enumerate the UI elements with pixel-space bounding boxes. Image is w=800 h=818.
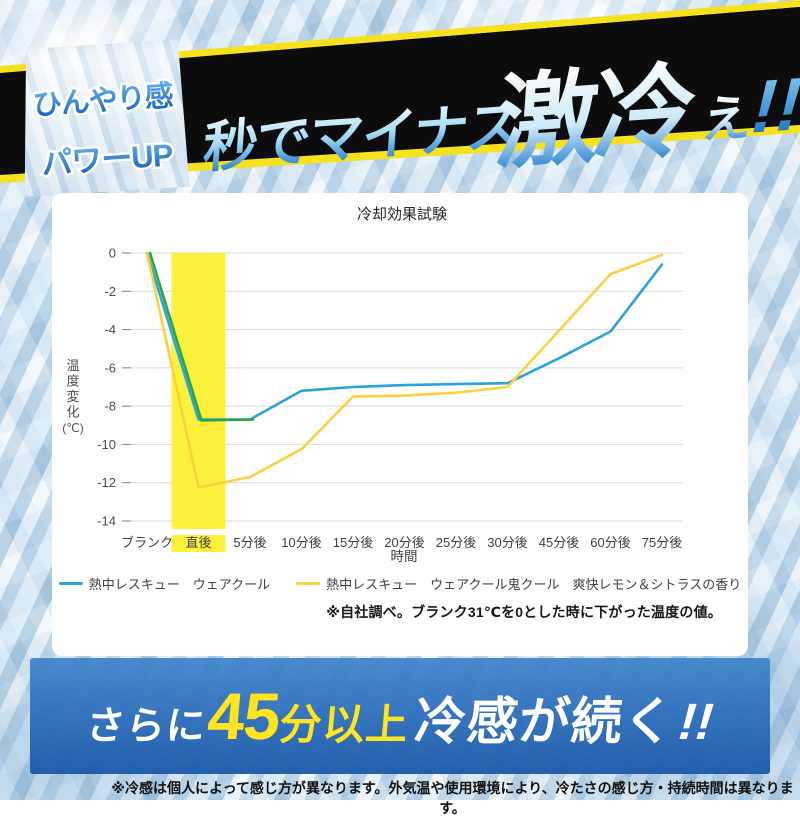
y-tick-label: -4 [104, 322, 116, 337]
bottom-banner: さらに 45 分以上 冷感が続く !! [30, 658, 770, 774]
headline-part3: え [700, 89, 754, 149]
y-tick-label: 0 [109, 246, 116, 261]
chart-footnote: ※自社調べ。ブランク31℃を0とした時に下がった温度の値。 [326, 604, 722, 620]
chart-legend: 熱中レスキュー ウェアクール 熱中レスキュー ウェアクール鬼クール 爽快レモン＆シ… [52, 574, 748, 593]
x-tick-label: 30分後 [487, 535, 527, 550]
y-tick-label: -8 [104, 399, 116, 414]
y-tick-label: -10 [97, 437, 116, 452]
y-axis-title-char: 度 [66, 374, 79, 389]
bottom-banner-part3: 分以上 [277, 701, 411, 748]
cool-badge: ひんやり感 パワーUP [19, 39, 189, 197]
headline-part2: 激冷 [493, 52, 699, 181]
badge-line2: パワーUP [40, 137, 174, 181]
y-axis-title-char: 温 [66, 358, 79, 373]
bottom-banner-text: さらに 45 分以上 冷感が続く !! [83, 679, 716, 753]
x-tick-label: 5分後 [233, 535, 266, 550]
x-tick-label: 直後 [185, 535, 211, 550]
legend-label: 熱中レスキュー ウェアクール鬼クール 爽快レモン＆シトラスの香り [326, 577, 742, 592]
x-tick-label: 60分後 [590, 535, 630, 550]
disclaimer: ※冷感は個人によって感じ方が異なります。外気温や使用環境により、冷たさの感じ方・… [111, 780, 794, 816]
y-axis-title-char: 化 [66, 405, 79, 420]
chart-panel: 冷却効果試験 0 -2 -4 -6 -8 -10 -12 -14 ブランク 直後 5分後 10分後 15分… [52, 193, 748, 656]
x-tick-label: 10分後 [281, 535, 321, 550]
bottom-banner-part1: さらに [83, 705, 208, 748]
top-banner: 秒でマイナス 激冷 え !! ひんやり感 パワーUP [0, 0, 800, 200]
bottom-banner-part5: !! [676, 693, 716, 750]
chart-title: 冷却効果試験 [357, 206, 447, 223]
legend-item-0: 熱中レスキュー ウェアクール [58, 574, 271, 593]
x-tick-label: 20分後 [384, 535, 424, 550]
legend-label: 熱中レスキュー ウェアクール [88, 577, 271, 592]
bottom-banner-part4: 冷感が続く [412, 693, 678, 750]
y-tick-label: -14 [97, 514, 116, 529]
y-axis-title-char: 変 [66, 389, 79, 404]
series-line-2 [145, 251, 664, 489]
headline: 秒でマイナス 激冷 え !! [201, 52, 800, 181]
y-tick-label: -12 [97, 475, 116, 490]
x-tick-label: ブランク [121, 535, 173, 550]
legend-item-1: 熱中レスキュー ウェアクール鬼クール 爽快レモン＆シトラスの香り [296, 574, 741, 593]
x-tick-label: 45分後 [539, 535, 579, 550]
x-tick-label: 25分後 [436, 535, 476, 550]
x-axis-title: 時間 [391, 549, 418, 564]
x-tick-label: 15分後 [333, 535, 373, 550]
headline-part1: 秒でマイナス [201, 95, 521, 179]
y-tick-label: -6 [104, 360, 116, 375]
chart-svg: 冷却効果試験 0 -2 -4 -6 -8 -10 -12 -14 ブランク 直後 5分後 10分後 15分… [62, 206, 683, 564]
badge-line1: ひんやり感 [32, 79, 175, 122]
y-tick-label: -2 [104, 284, 116, 299]
highlight-label-bg [171, 535, 226, 552]
x-tick-label: 75分後 [642, 535, 682, 550]
y-axis-title-unit: (℃) [62, 421, 83, 435]
legend-dash-icon [58, 581, 83, 586]
bottom-banner-part2: 45 [204, 679, 283, 753]
headline-part4: !! [749, 62, 800, 149]
series-line-1 [148, 251, 255, 422]
legend-dash-icon [296, 581, 321, 586]
